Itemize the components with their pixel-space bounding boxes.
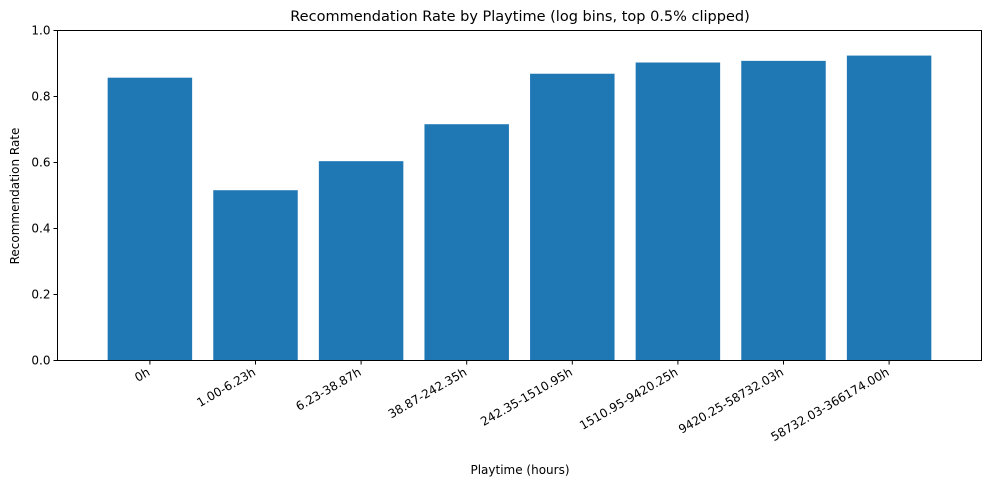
y-tick-label-0: 0.0 (31, 354, 50, 368)
bar-1 (213, 190, 298, 361)
x-tick-label-0: 0h (132, 365, 152, 385)
x-tick-label-3: 38.87-242.35h (386, 365, 469, 421)
y-tick-label-4: 0.8 (31, 90, 50, 104)
y-tick-label-3: 0.6 (31, 156, 50, 170)
bar-2 (318, 161, 404, 361)
x-axis: 0h 1.00-6.23h 6.23-38.87h 38.87-242.35h 242.… (132, 360, 892, 444)
bar-6 (741, 60, 826, 361)
bar-0 (107, 77, 193, 361)
x-tick-label-4: 242.35-1510.95h (478, 365, 575, 429)
x-tick-label-6: 9420.25-58732.03h (676, 365, 786, 437)
y-axis: 0.0 0.2 0.4 0.6 0.8 1.0 (31, 24, 58, 368)
x-axis-label: Playtime (hours) (470, 463, 569, 477)
x-tick-label-2: 6.23-38.87h (293, 365, 363, 414)
bar-3 (424, 124, 509, 361)
x-tick-label-1: 1.00-6.23h (194, 365, 258, 410)
x-tick-label-7: 58732.03-366174.00h (768, 365, 891, 444)
y-tick-label-2: 0.4 (31, 222, 50, 236)
chart-title: Recommendation Rate by Playtime (log bin… (290, 9, 749, 25)
bar-5 (635, 62, 721, 361)
x-tick-label-5: 1510.95-9420.25h (577, 365, 680, 433)
y-tick-label-5: 1.0 (31, 24, 50, 38)
bar-4 (530, 73, 615, 361)
y-axis-label: Recommendation Rate (8, 128, 22, 265)
bars-group (107, 55, 932, 361)
bar-7 (846, 55, 932, 361)
plot-frame (57, 30, 982, 361)
y-tick-label-1: 0.2 (31, 288, 50, 302)
